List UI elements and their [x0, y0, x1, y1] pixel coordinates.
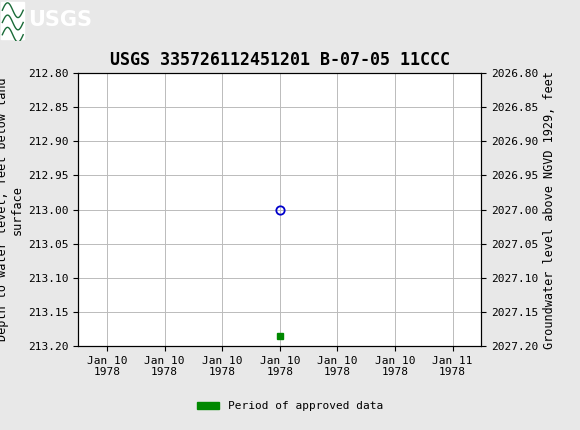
FancyBboxPatch shape: [1, 2, 24, 39]
Title: USGS 335726112451201 B-07-05 11CCC: USGS 335726112451201 B-07-05 11CCC: [110, 51, 450, 69]
Text: USGS: USGS: [28, 10, 92, 31]
Y-axis label: Groundwater level above NGVD 1929, feet: Groundwater level above NGVD 1929, feet: [542, 71, 556, 349]
Legend: Period of approved data: Period of approved data: [193, 397, 387, 416]
Y-axis label: Depth to water level, feet below land
surface: Depth to water level, feet below land su…: [0, 78, 24, 341]
